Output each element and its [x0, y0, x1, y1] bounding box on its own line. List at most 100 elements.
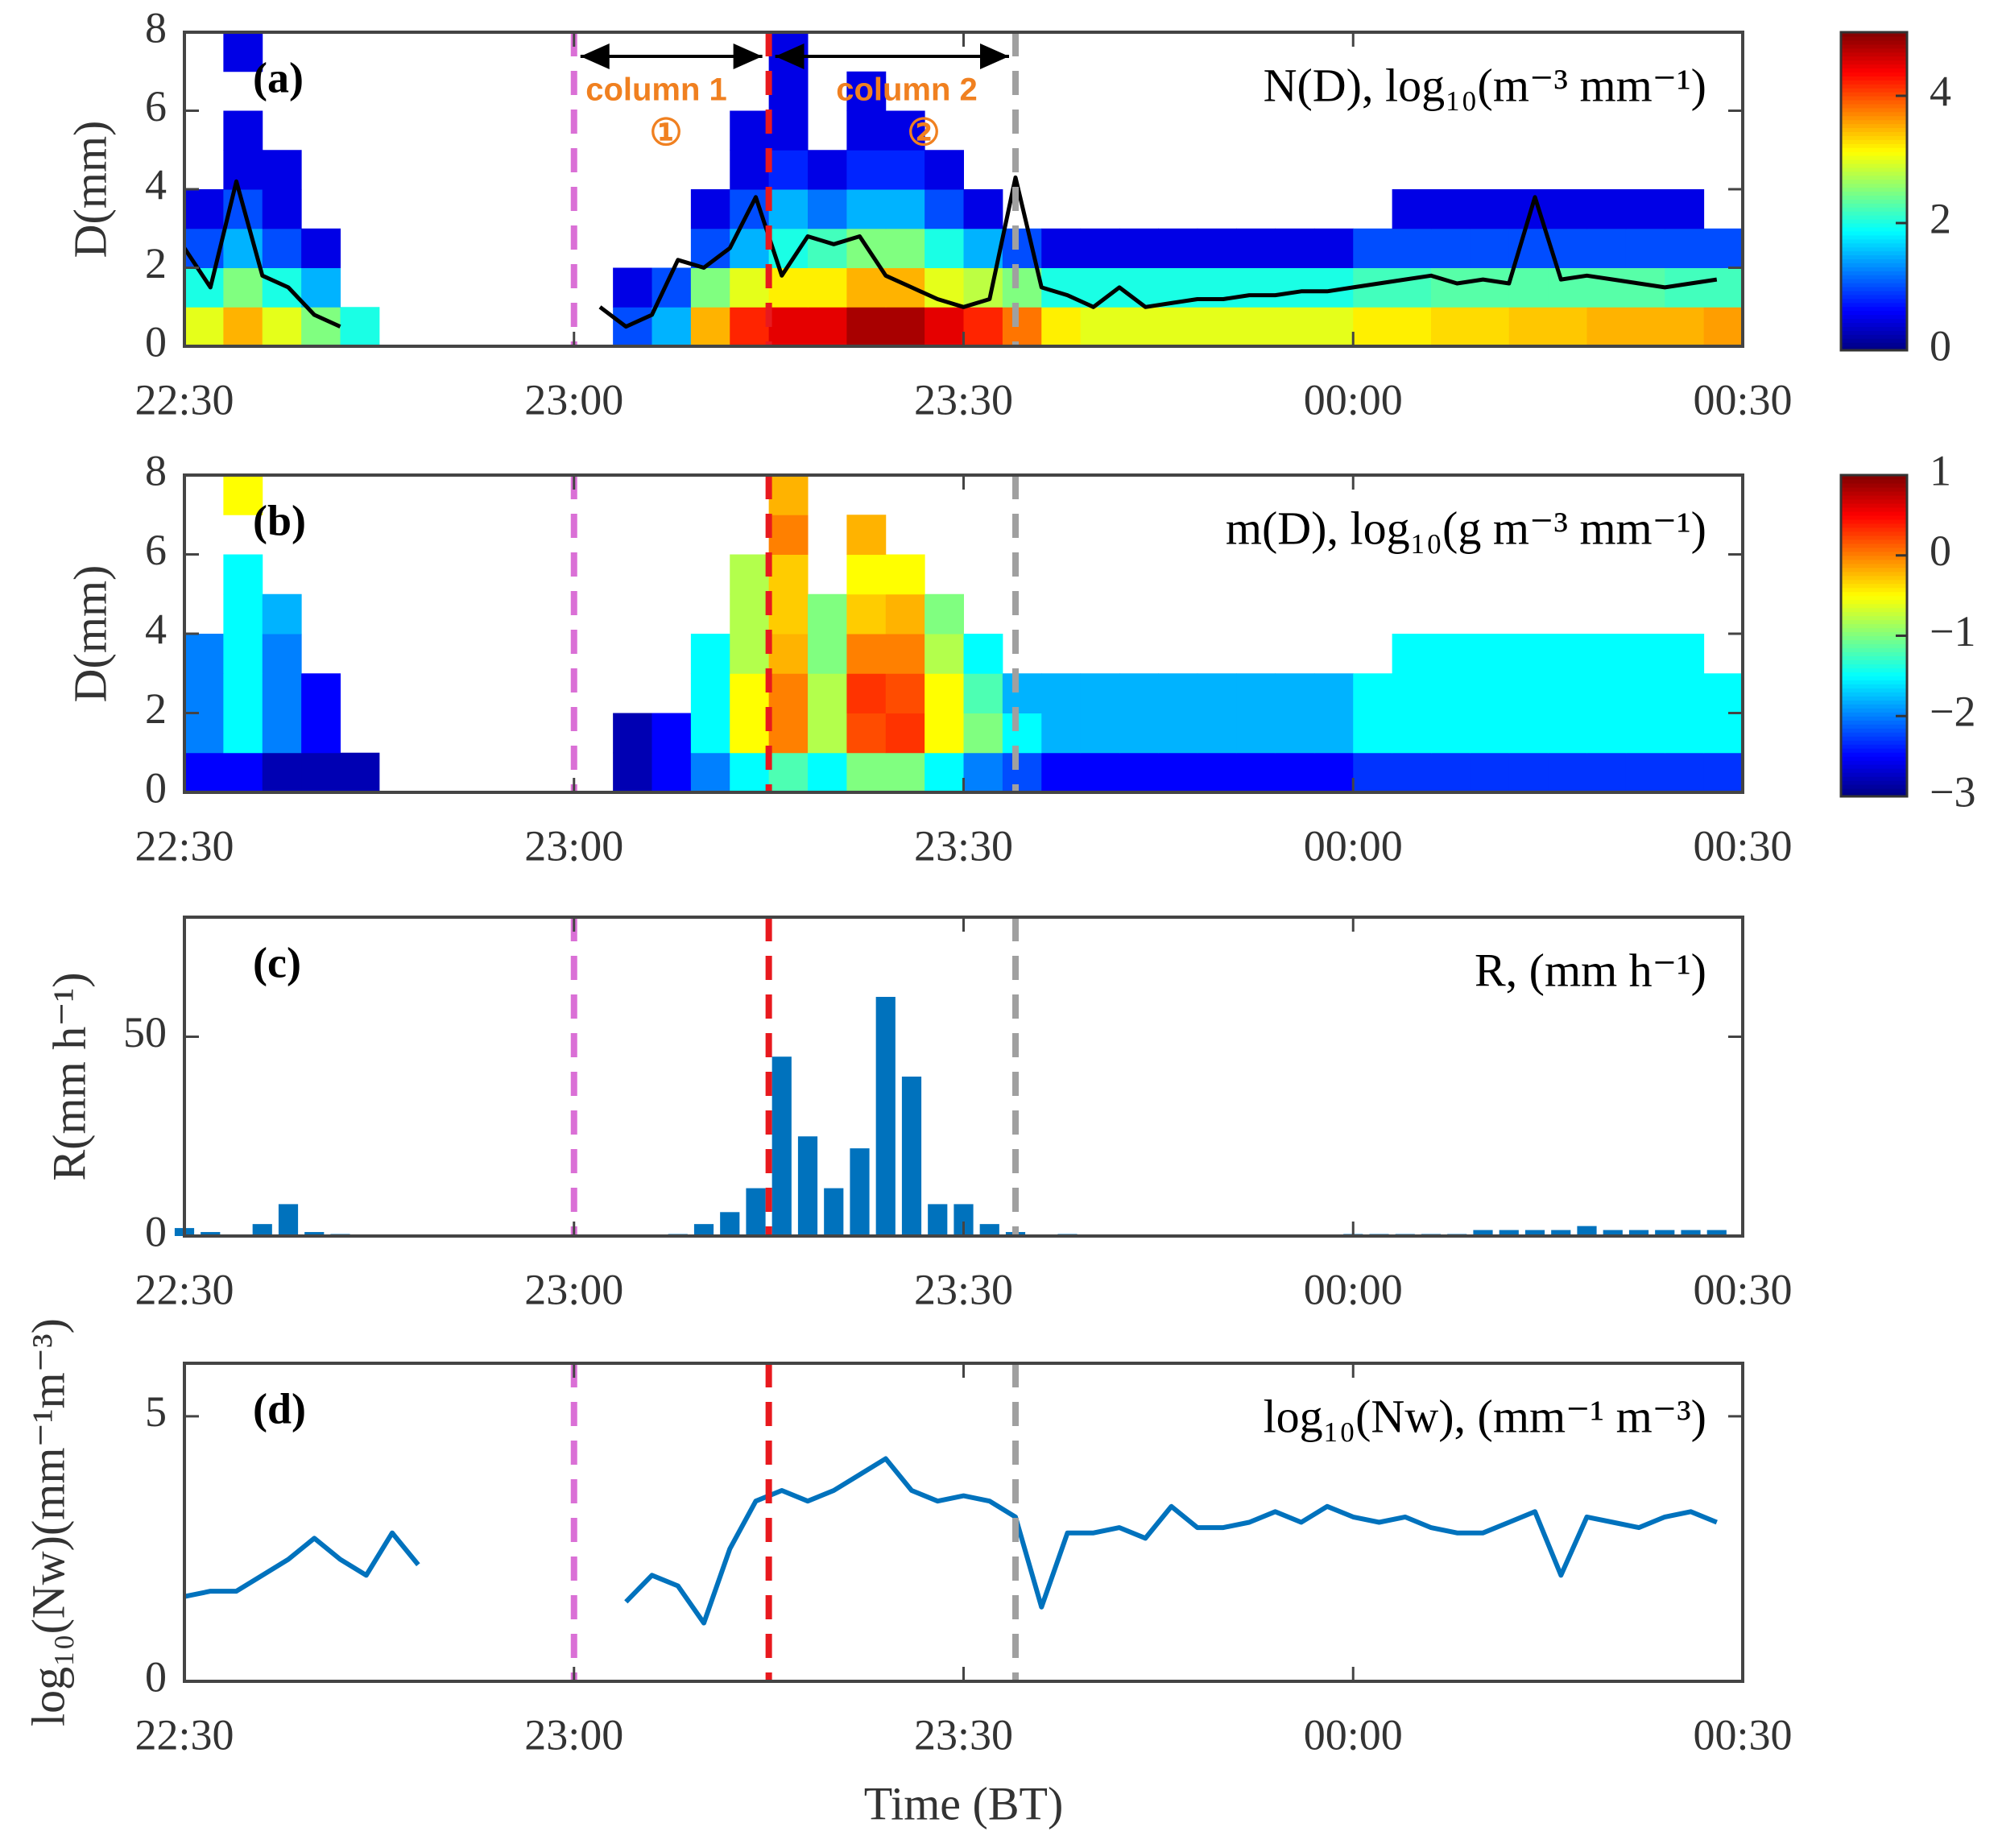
heatmap-cell	[885, 673, 925, 713]
heatmap-cell	[184, 267, 224, 308]
heatmap-cell	[1002, 267, 1042, 308]
heatmap-cell	[262, 267, 302, 308]
colorbar-step	[1841, 475, 1907, 480]
heatmap-cell	[184, 752, 224, 793]
colorbar-step	[1841, 298, 1907, 304]
heatmap-cell	[1431, 307, 1471, 347]
colorbar-step	[1841, 35, 1907, 41]
heatmap-cell	[690, 267, 730, 308]
heatmap-cell	[1548, 752, 1587, 793]
bar	[1655, 1230, 1675, 1236]
heatmap-cell	[223, 752, 263, 793]
colorbar-step	[1841, 659, 1907, 665]
dm-line	[182, 175, 1718, 329]
colorbar-step	[1841, 664, 1907, 668]
heatmap-cell	[1080, 673, 1120, 713]
heatmap-cell	[1470, 307, 1510, 347]
colorbar-step	[1841, 283, 1907, 287]
annotation: ②	[907, 111, 940, 153]
colorbar-step	[1841, 103, 1907, 109]
annotation: column 1	[585, 72, 727, 108]
heatmap-cell	[1002, 307, 1042, 347]
x-tick-label: 22:30	[134, 1710, 234, 1759]
colorbar-step	[1841, 736, 1907, 741]
colorbar-frame	[1839, 31, 1909, 352]
heatmap-cell	[1197, 752, 1237, 793]
x-tick-label: 00:00	[1304, 375, 1403, 424]
colorbar-tick-label: 2	[1930, 194, 1951, 242]
heatmap-cell	[1313, 673, 1354, 713]
heatmap-cell	[223, 554, 263, 595]
heatmap-cell	[1548, 713, 1587, 754]
heatmap-cell	[1703, 673, 1744, 713]
colorbar-step	[1841, 330, 1907, 335]
nw-line	[184, 1456, 1718, 1626]
heatmap-cell	[1236, 307, 1276, 347]
heatmap-cell	[652, 752, 692, 793]
heatmap-cell	[223, 475, 263, 515]
colorbar-step	[1841, 696, 1907, 701]
colorbar-step	[1841, 668, 1907, 672]
x-tick-label: 23:00	[524, 1265, 623, 1313]
heatmap-cell	[846, 713, 887, 754]
colorbar-step	[1841, 643, 1907, 649]
colorbar-step	[1841, 539, 1907, 544]
heatmap-cell	[1002, 713, 1042, 754]
colorbar-step	[1841, 254, 1907, 260]
heatmap-cell	[925, 673, 964, 713]
colorbar-step	[1841, 135, 1907, 140]
y-axis-label: D(mm)	[64, 565, 116, 703]
colorbar-tick-label: −2	[1930, 688, 1975, 736]
bar	[1524, 1230, 1545, 1236]
heatmap-cell	[1470, 267, 1510, 308]
y-axis-label: R(mm h⁻¹)	[43, 972, 95, 1180]
heatmap-cell	[1313, 752, 1354, 793]
heatmap-cell	[1703, 267, 1744, 308]
colorbar-step	[1841, 639, 1907, 645]
heatmap-cell	[1236, 713, 1276, 754]
heatmap-cell	[184, 673, 224, 713]
x-tick-label: 23:00	[524, 1710, 623, 1759]
heatmap-cell	[1470, 189, 1510, 229]
heatmap-cell	[262, 150, 302, 190]
bar	[720, 1212, 740, 1236]
heatmap-cell	[846, 189, 887, 229]
colorbar-step	[1841, 314, 1907, 320]
colorbar-tick-label: 0	[1930, 527, 1951, 575]
colorbar-step	[1841, 310, 1907, 316]
heatmap-cell	[808, 634, 847, 674]
heatmap-cell	[1625, 752, 1665, 793]
colorbar-step	[1841, 631, 1907, 637]
heatmap-cell	[1625, 713, 1665, 754]
colorbar-step	[1841, 80, 1907, 85]
heatmap-cell	[885, 228, 925, 268]
heatmap-cell	[768, 110, 809, 151]
heatmap-cell	[768, 32, 809, 72]
heatmap-cell	[1392, 673, 1432, 713]
y-tick-label: 2	[145, 239, 167, 287]
heatmap-cell	[1548, 267, 1587, 308]
y-tick-label: 0	[145, 763, 167, 812]
heatmap-cell	[262, 673, 302, 713]
heatmap-cell	[963, 713, 1003, 754]
heatmap-cell	[1548, 307, 1587, 347]
heatmap-cell	[1431, 267, 1471, 308]
heatmap-cell	[1080, 228, 1120, 268]
heatmap-cell	[262, 189, 302, 229]
panel: 0 5 22:30 23:00 23:30 00:00 00:30 (d) log₁₀(Nw),…	[22, 1318, 1792, 1829]
colorbar-step	[1841, 250, 1907, 256]
heatmap-cell	[730, 593, 770, 635]
heatmap-cell	[1703, 228, 1744, 268]
colorbar-step	[1841, 684, 1907, 688]
panel-title: N(D), log₁₀(m⁻³ mm⁻¹)	[1264, 59, 1706, 111]
heatmap-cell	[1313, 713, 1354, 754]
x-tick-label: 00:30	[1693, 1265, 1792, 1313]
heatmap-cell	[262, 752, 302, 793]
colorbar-step	[1841, 302, 1907, 308]
heatmap-cell	[223, 593, 263, 635]
colorbar-step	[1841, 211, 1907, 216]
heatmap-cell	[1625, 634, 1665, 674]
heatmap-cell	[1586, 713, 1627, 754]
heatmap-cell	[1625, 307, 1665, 347]
colorbar-step	[1841, 720, 1907, 725]
